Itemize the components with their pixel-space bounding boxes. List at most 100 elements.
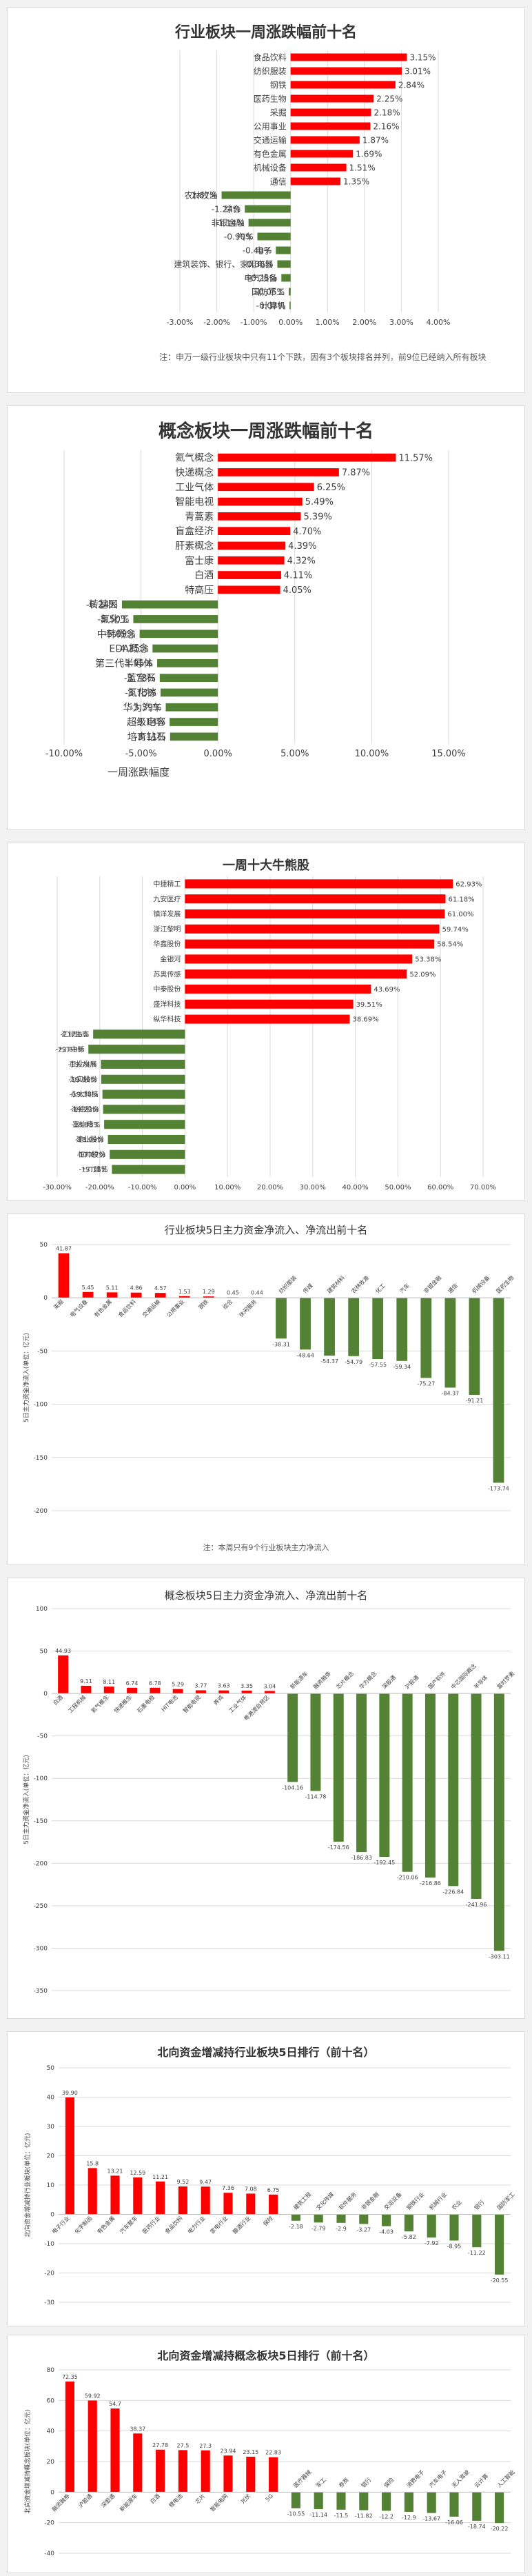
bar xyxy=(110,2175,120,2215)
bar xyxy=(82,1291,94,1298)
category-label: 机械设备 xyxy=(254,162,287,172)
y-tick-label: -250 xyxy=(34,1903,48,1910)
data-label: 9.47 xyxy=(199,2179,212,2185)
category-label: 传媒 xyxy=(301,1282,314,1294)
category-label: EDA概念 xyxy=(109,643,148,655)
bar xyxy=(160,688,218,697)
bar xyxy=(58,1253,70,1298)
bar xyxy=(276,1298,287,1339)
category-label: 国防军工 xyxy=(495,2191,516,2211)
y-tick-label: 0 xyxy=(43,1295,48,1302)
data-label: -3.95% xyxy=(121,659,153,670)
data-label: 54.7 xyxy=(109,2401,121,2407)
bar xyxy=(402,1693,413,1872)
bar xyxy=(203,1296,214,1298)
bar xyxy=(218,527,291,536)
category-label: 智能电视 xyxy=(181,1693,202,1714)
category-label: 汽车 xyxy=(236,231,253,241)
bar xyxy=(154,1293,166,1298)
bar xyxy=(290,177,341,185)
category-label: 为实股份 xyxy=(70,1075,97,1084)
chart-panel-top-stocks: 一周十大牛熊股 -30.00% -20.00% -10.00% 0.00% 10.00%… xyxy=(7,843,525,1201)
category-label: 钢铁 xyxy=(197,1298,209,1311)
category-label: 电气设备 xyxy=(68,1298,89,1319)
y-tick-label: 20 xyxy=(47,2153,55,2160)
category-label: 中泰股份 xyxy=(153,985,181,994)
chart-svg: 806040200-20-4072.35融资融券59.92沪股通54.7深股通3… xyxy=(23,2367,516,2557)
data-label: -3.11% xyxy=(134,732,166,743)
data-label: 61.18% xyxy=(448,896,474,903)
y-tick-label: 0 xyxy=(43,1691,48,1698)
category-label: 无人驾驶 xyxy=(450,2468,471,2489)
data-label: -5.82 xyxy=(402,2234,416,2240)
x-axis-label: 一周涨跌幅度 xyxy=(108,766,170,778)
x-tick-label: 50.00% xyxy=(385,1184,411,1191)
bar xyxy=(150,1687,161,1694)
chart-svg: -30.00% -20.00% -10.00% 0.00% 10.00% 20.00% 30… xyxy=(43,876,496,1191)
x-tick-label: 40.00% xyxy=(342,1184,369,1191)
category-label: 非银金融 xyxy=(212,217,245,228)
bar xyxy=(493,1298,504,1483)
data-label: 13.21 xyxy=(108,2168,123,2174)
bar xyxy=(88,2400,97,2493)
data-label: -48.64 xyxy=(296,1352,314,1358)
chart-panel-concept-capital: 概念板块5日主力资金净流入、净流出前十名 100 50 0 -50 -100 -150 -2… xyxy=(7,1578,525,2019)
category-label: 深股通 xyxy=(99,2493,116,2509)
category-label: 保险 xyxy=(262,2215,274,2227)
category-label: 建筑材料 xyxy=(325,1274,346,1295)
bar xyxy=(495,2492,504,2524)
chart-svg: 50403020100-10-20-3039.90电子行业15.8化学制品13.… xyxy=(23,2065,516,2306)
bar xyxy=(289,301,291,310)
data-label: 39.90 xyxy=(62,2090,78,2096)
category-label: 沪股通 xyxy=(77,2493,94,2509)
y-tick-label: 20 xyxy=(47,2459,55,2466)
bar xyxy=(382,2214,391,2226)
data-label: -0.40% xyxy=(243,245,272,255)
data-label: 1.35% xyxy=(343,177,369,186)
bar xyxy=(121,600,218,609)
data-label: 7.08 xyxy=(245,2186,257,2192)
data-label: 11.21 xyxy=(152,2174,168,2180)
category-label: 华为汽车 xyxy=(123,702,162,714)
bar xyxy=(218,1690,229,1694)
category-label: 智能电网 xyxy=(209,2493,229,2513)
data-label: 27.3 xyxy=(199,2443,212,2449)
bar xyxy=(290,108,371,117)
data-label: -59.34 xyxy=(393,1364,411,1370)
bar xyxy=(108,1134,185,1145)
data-label: 23.15 xyxy=(243,2449,258,2455)
data-label: 2.84% xyxy=(398,80,424,90)
category-label: 通信 xyxy=(447,1282,459,1294)
y-tick-label: -40 xyxy=(44,2550,54,2557)
category-label: 苏奥传感 xyxy=(153,969,181,978)
bar xyxy=(290,136,360,144)
bar xyxy=(248,219,291,227)
x-tick-label: -3.00% xyxy=(167,318,194,327)
data-label: 22.83 xyxy=(265,2450,281,2456)
data-label: 6.78 xyxy=(149,1680,161,1687)
data-label: 62.93% xyxy=(456,881,482,889)
chart-panel-northbound-concept: 北向资金增减持概念板块5日排行（前十名） 80 60 40 20 0 -20 -40 72.3… xyxy=(7,2335,525,2573)
y-tick-label: 40 xyxy=(47,2428,55,2435)
x-tick-label: 0.00% xyxy=(278,318,303,327)
bar xyxy=(165,703,218,712)
bar xyxy=(290,150,354,158)
category-label: 海德股份 xyxy=(72,1105,99,1114)
x-tick-label: 4.00% xyxy=(427,318,451,327)
data-label: -11.5 xyxy=(334,2513,349,2519)
data-label: -19.38% xyxy=(70,1091,99,1099)
data-label: 4.05% xyxy=(283,585,311,596)
data-label: -210.06 xyxy=(397,1875,418,1881)
bar xyxy=(241,1690,252,1694)
category-label: 第三代半导体 xyxy=(95,658,153,670)
category-label: 电子 xyxy=(255,245,272,255)
data-label: -174.56 xyxy=(328,1844,349,1851)
x-tick-label: 1.00% xyxy=(316,318,340,327)
data-label: -3.73% xyxy=(125,688,156,698)
category-label: 国防军工 xyxy=(252,286,285,296)
data-label: -13.67 xyxy=(422,2516,440,2522)
bar xyxy=(246,2193,256,2215)
bar xyxy=(110,1149,185,1159)
y-tick-label: -100 xyxy=(34,1402,48,1409)
category-label: 新能源车 xyxy=(119,2493,139,2513)
